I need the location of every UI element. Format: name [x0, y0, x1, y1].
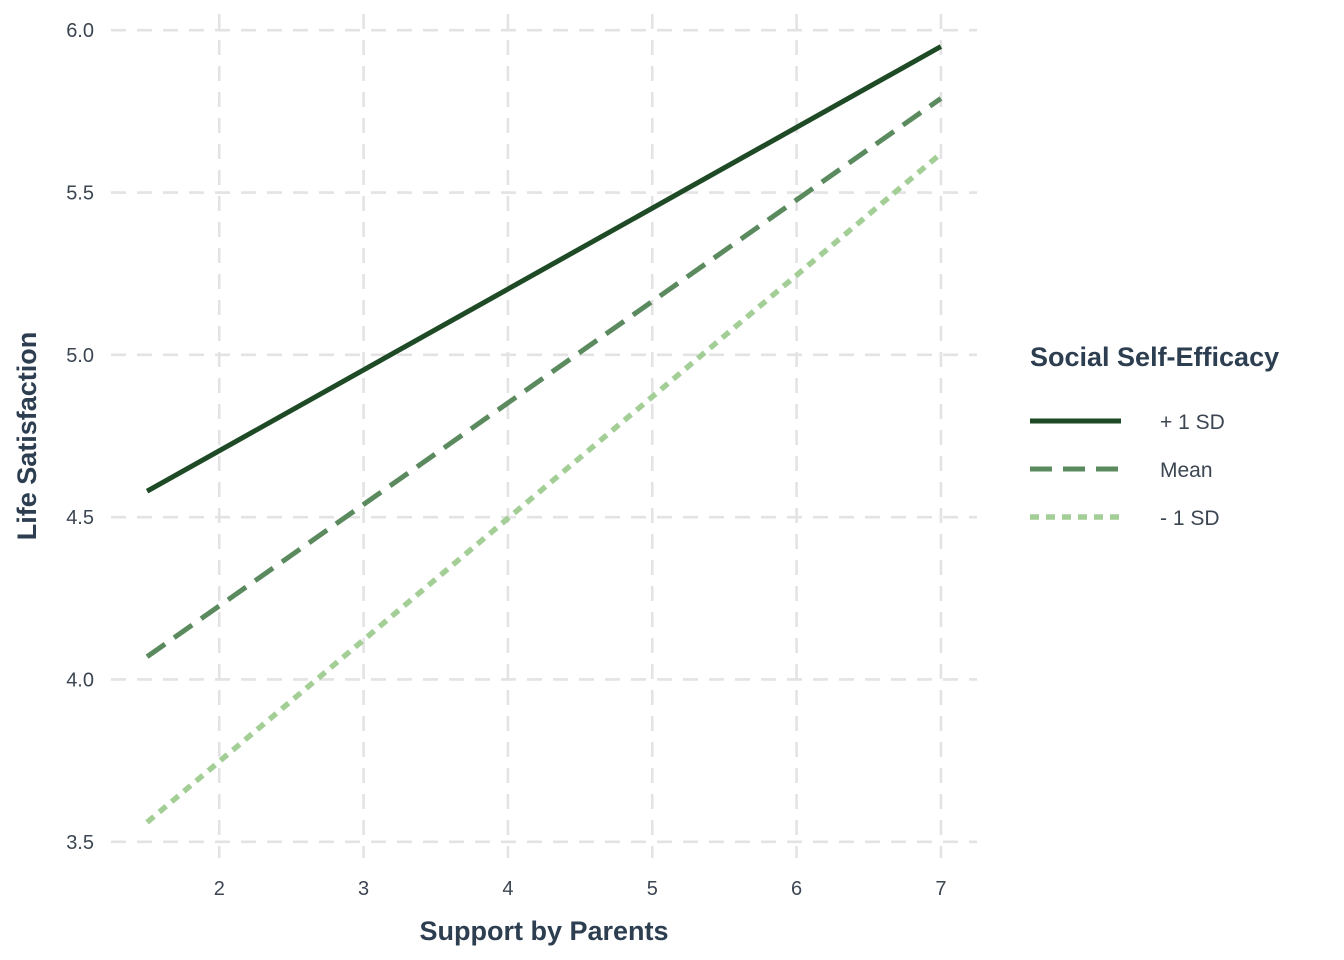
y-tick-label: 6.0 — [66, 20, 94, 42]
x-axis-ticks: 2 3 4 5 6 7 — [214, 878, 947, 900]
y-tick-label: 3.5 — [66, 832, 94, 854]
legend: Social Self-Efficacy + 1 SD Mean - 1 SD — [1030, 342, 1279, 530]
x-axis-title: Support by Parents — [419, 916, 668, 946]
series-line-2 — [145, 151, 943, 825]
x-tick-label: 6 — [791, 878, 802, 900]
legend-label: + 1 SD — [1160, 411, 1225, 434]
legend-item: Mean — [1030, 459, 1213, 482]
legend-items: + 1 SD Mean - 1 SD — [1030, 411, 1225, 530]
y-axis-title: Life Satisfaction — [12, 332, 42, 541]
x-tick-label: 5 — [647, 878, 658, 900]
x-tick-label: 7 — [935, 878, 946, 900]
legend-label: - 1 SD — [1160, 507, 1220, 530]
series-line-1 — [145, 96, 943, 659]
x-tick-label: 3 — [358, 878, 369, 900]
y-tick-label: 5.0 — [66, 345, 94, 367]
legend-item: + 1 SD — [1030, 411, 1225, 434]
legend-item: - 1 SD — [1030, 507, 1220, 530]
y-tick-label: 4.5 — [66, 507, 94, 529]
grid — [111, 14, 977, 858]
y-axis-ticks: 3.5 4.0 4.5 5.0 5.5 6.0 — [66, 20, 94, 854]
y-tick-label: 4.0 — [66, 669, 94, 691]
y-tick-label: 5.5 — [66, 183, 94, 205]
x-tick-label: 2 — [214, 878, 225, 900]
series-line-0 — [145, 44, 943, 494]
series-lines — [145, 44, 943, 825]
legend-title: Social Self-Efficacy — [1030, 342, 1279, 372]
legend-label: Mean — [1160, 459, 1213, 482]
x-tick-label: 4 — [502, 878, 513, 900]
